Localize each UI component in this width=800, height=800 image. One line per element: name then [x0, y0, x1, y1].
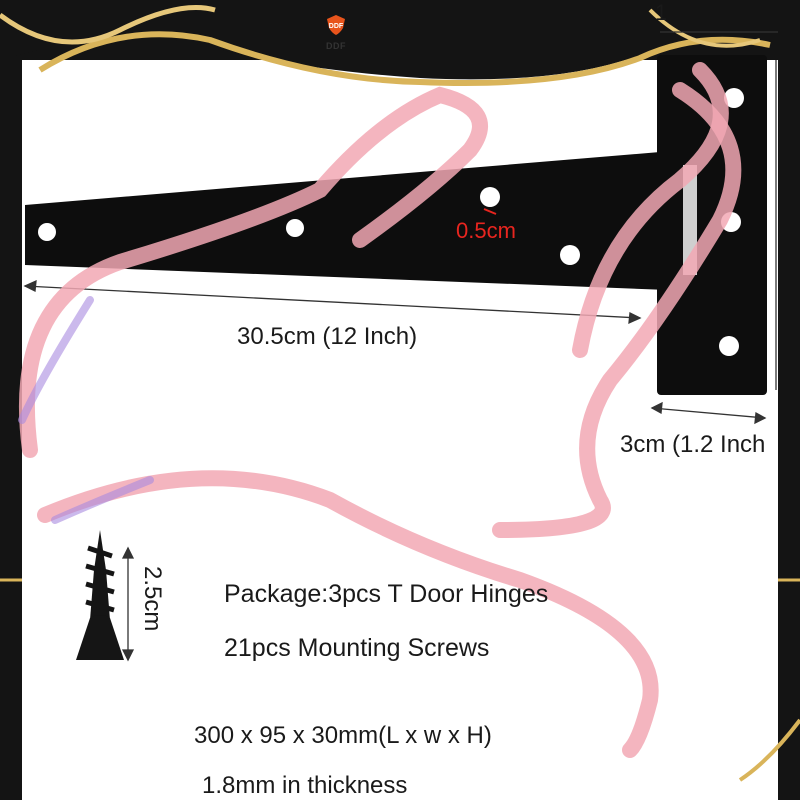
brand-name: DDF	[326, 41, 346, 51]
hole-diameter-label: 0.5cm	[456, 218, 516, 243]
svg-text:DDF: DDF	[329, 23, 344, 30]
brand-logo: DDF DDF	[316, 14, 356, 51]
dimension-lines	[23, 31, 778, 662]
screw	[76, 530, 124, 660]
top-partial-label: 1	[655, 0, 668, 25]
package-line-2: 21pcs Mounting Screws	[224, 634, 490, 662]
shield-icon: DDF	[327, 15, 345, 35]
package-line-1: Package:3pcs T Door Hinges	[224, 580, 549, 608]
hinge-strap	[25, 152, 668, 290]
package-size: 300 x 95 x 30mm(L x w x H)	[194, 722, 492, 749]
length-label: 30.5cm (12 Inch)	[237, 323, 418, 350]
package-thickness: 1.8mm in thickness	[202, 772, 408, 799]
hole-marker	[483, 208, 497, 215]
screw-length-label: 2.5cm	[139, 566, 166, 632]
width-label: 3cm (1.2 Inch	[620, 431, 766, 458]
ribbon-decoration	[18, 62, 742, 758]
